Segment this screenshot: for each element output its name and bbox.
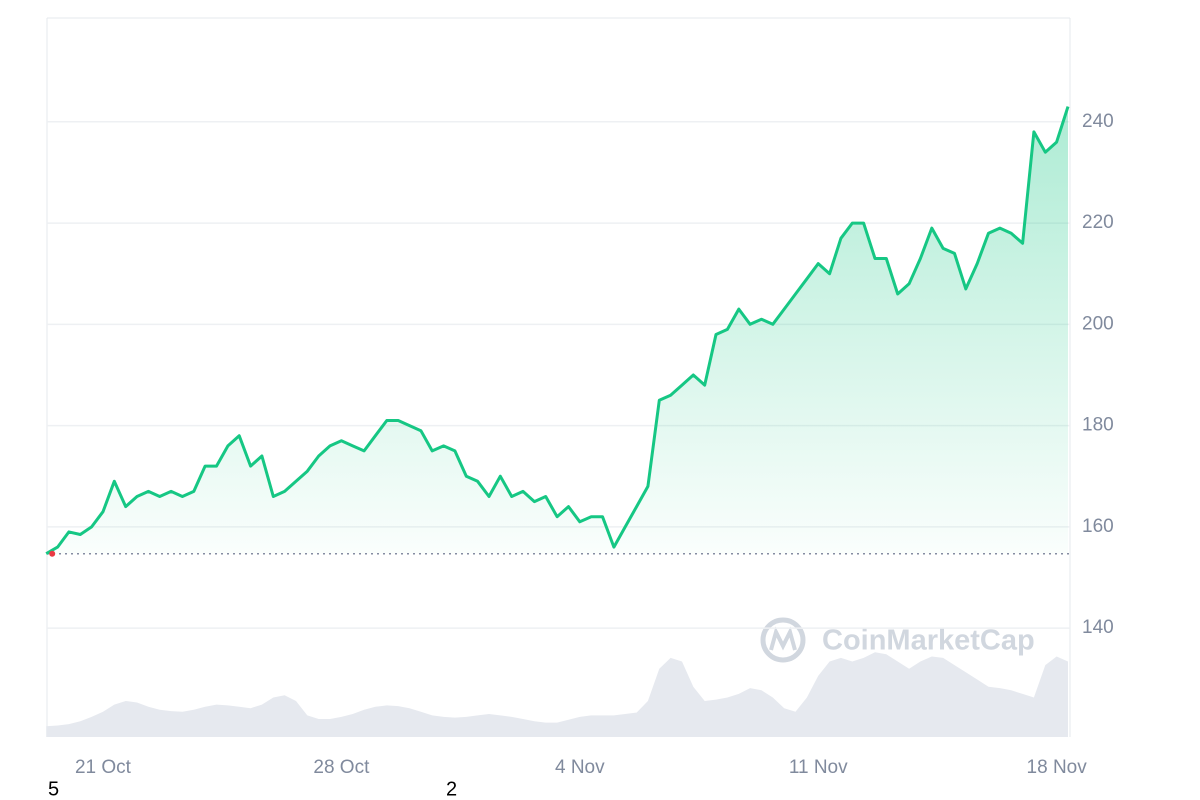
price-area: [46, 106, 1068, 554]
y-tick-label: 180: [1082, 415, 1114, 436]
watermark-text: CoinMarketCap: [822, 625, 1035, 657]
start-point: [49, 550, 56, 557]
y-tick-label: 140: [1082, 617, 1114, 638]
watermark-logo: [760, 617, 806, 663]
y-tick-label: 160: [1082, 516, 1114, 537]
x-tick-label: 11 Nov: [789, 757, 848, 778]
footer-label: 5: [48, 778, 59, 800]
watermark: CoinMarketCap: [760, 617, 1035, 663]
watermark-logo: [769, 626, 797, 651]
x-tick-label: 28 Oct: [313, 757, 370, 778]
price-line: [45, 106, 1070, 555]
y-tick-label: 220: [1082, 212, 1114, 233]
footer-label: 2: [446, 778, 457, 800]
x-tick-label: 21 Oct: [75, 757, 132, 778]
y-tick-label: 200: [1082, 313, 1114, 334]
volume-area: [46, 652, 1068, 737]
x-tick-label: 4 Nov: [555, 757, 605, 778]
y-tick-label: 240: [1082, 111, 1114, 132]
x-tick-label: 18 Nov: [1027, 757, 1088, 778]
